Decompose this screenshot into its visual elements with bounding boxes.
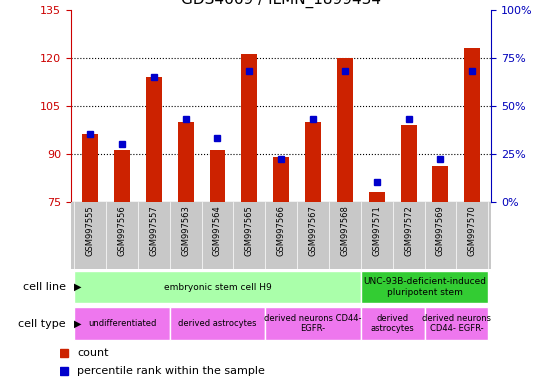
Text: derived neurons CD44-
EGFR-: derived neurons CD44- EGFR-: [264, 314, 362, 333]
Text: GSM997571: GSM997571: [372, 205, 381, 256]
Bar: [74, 307, 170, 340]
Text: GSM997566: GSM997566: [277, 205, 286, 256]
Text: GSM997565: GSM997565: [245, 205, 254, 256]
Text: GSM997570: GSM997570: [468, 205, 477, 256]
Text: derived astrocytes: derived astrocytes: [178, 319, 257, 328]
Text: ▶: ▶: [74, 282, 81, 292]
Text: GSM997567: GSM997567: [308, 205, 318, 256]
Bar: [425, 307, 488, 340]
Text: GSM997572: GSM997572: [404, 205, 413, 256]
Text: undifferentiated: undifferentiated: [88, 319, 156, 328]
Title: GDS4669 / ILMN_1899434: GDS4669 / ILMN_1899434: [181, 0, 381, 8]
Bar: [82, 134, 98, 202]
Text: count: count: [77, 348, 108, 358]
Bar: [337, 58, 353, 202]
Text: GSM997556: GSM997556: [117, 205, 127, 256]
Bar: [305, 122, 321, 202]
Bar: [432, 166, 448, 202]
Bar: [170, 307, 265, 340]
Bar: [265, 307, 361, 340]
Text: derived neurons
CD44- EGFR-: derived neurons CD44- EGFR-: [422, 314, 491, 333]
Bar: [361, 307, 425, 340]
Bar: [74, 271, 361, 303]
Text: GSM997569: GSM997569: [436, 205, 445, 256]
Text: cell type: cell type: [18, 318, 66, 329]
Text: GSM997563: GSM997563: [181, 205, 190, 256]
Text: ▶: ▶: [74, 318, 81, 329]
Text: cell line: cell line: [22, 282, 66, 292]
Text: GSM997568: GSM997568: [340, 205, 349, 256]
Bar: [369, 192, 385, 202]
Text: GSM997557: GSM997557: [149, 205, 158, 256]
Text: GSM997555: GSM997555: [86, 205, 94, 256]
Text: UNC-93B-deficient-induced
pluripotent stem: UNC-93B-deficient-induced pluripotent st…: [363, 277, 486, 297]
Bar: [361, 271, 488, 303]
Bar: [241, 55, 257, 202]
Bar: [114, 151, 130, 202]
Text: embryonic stem cell H9: embryonic stem cell H9: [164, 283, 271, 291]
Bar: [464, 48, 480, 202]
Text: GSM997564: GSM997564: [213, 205, 222, 256]
Bar: [401, 125, 417, 202]
Bar: [210, 151, 225, 202]
Text: percentile rank within the sample: percentile rank within the sample: [77, 366, 265, 376]
Bar: [273, 157, 289, 202]
Bar: [146, 77, 162, 202]
Bar: [177, 122, 194, 202]
Text: derived
astrocytes: derived astrocytes: [371, 314, 414, 333]
